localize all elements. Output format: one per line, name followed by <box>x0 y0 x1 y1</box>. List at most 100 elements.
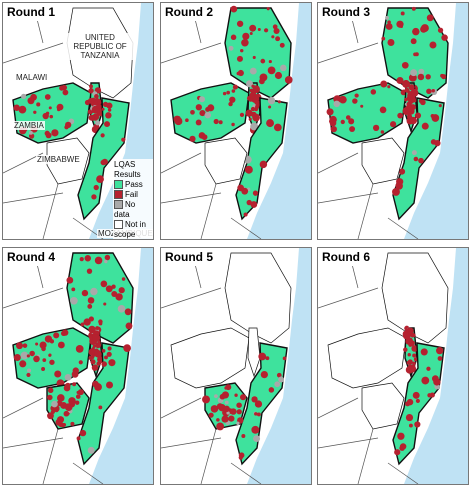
district <box>87 304 93 309</box>
district <box>100 159 107 166</box>
district <box>251 84 255 88</box>
district <box>385 23 393 30</box>
district <box>195 104 202 111</box>
district <box>76 436 81 441</box>
district <box>100 280 108 288</box>
panel-title: Round 1 <box>3 3 59 21</box>
district <box>58 423 63 428</box>
district <box>42 358 47 363</box>
district <box>268 105 272 109</box>
district <box>93 184 99 191</box>
district <box>71 370 79 378</box>
district <box>413 357 418 362</box>
district <box>236 421 240 426</box>
district <box>91 194 97 200</box>
district <box>65 121 72 129</box>
district <box>80 322 85 327</box>
district <box>237 69 244 77</box>
district <box>199 96 206 103</box>
district <box>229 96 236 103</box>
district <box>406 398 414 406</box>
district <box>252 190 259 196</box>
border-line <box>318 42 379 64</box>
district <box>418 68 425 75</box>
district <box>411 6 416 11</box>
district <box>111 284 116 289</box>
district <box>254 400 263 408</box>
district <box>408 84 415 91</box>
district <box>259 160 268 169</box>
district <box>18 105 27 114</box>
district <box>94 94 99 99</box>
district <box>271 35 275 39</box>
district <box>51 129 59 137</box>
district <box>228 101 233 107</box>
district <box>231 89 236 93</box>
district <box>230 408 237 415</box>
district <box>45 132 52 139</box>
panel-title: Round 4 <box>3 248 59 266</box>
district <box>92 344 96 348</box>
district <box>430 113 435 118</box>
district <box>62 329 69 336</box>
border-line <box>3 287 64 309</box>
district <box>117 305 126 313</box>
district <box>251 396 258 403</box>
district <box>392 187 400 196</box>
country <box>392 97 445 221</box>
district <box>70 296 78 305</box>
district <box>250 122 259 131</box>
district <box>53 332 60 339</box>
district <box>202 395 210 404</box>
district <box>90 287 98 296</box>
district <box>95 326 100 331</box>
district <box>92 380 99 388</box>
district <box>421 122 429 130</box>
country <box>361 382 405 430</box>
district <box>412 361 416 366</box>
district <box>354 93 359 98</box>
country <box>66 252 134 344</box>
district <box>234 393 238 397</box>
border-line <box>161 397 202 419</box>
district <box>189 135 196 142</box>
district <box>249 67 257 75</box>
country <box>77 97 130 221</box>
district <box>236 409 242 415</box>
district <box>406 360 411 365</box>
district <box>404 97 408 102</box>
district <box>420 348 428 356</box>
district <box>56 107 61 112</box>
district <box>397 432 405 440</box>
legend-item: No data <box>114 200 152 220</box>
district <box>406 328 411 332</box>
border-line <box>200 428 217 484</box>
district <box>417 73 425 81</box>
district <box>396 76 404 85</box>
map <box>3 248 153 484</box>
district <box>414 421 421 428</box>
legend-swatch <box>114 180 123 190</box>
district <box>279 42 285 48</box>
panel-title: Round 3 <box>318 3 374 21</box>
district <box>237 184 244 192</box>
district <box>16 342 23 350</box>
district <box>27 368 32 373</box>
district <box>415 398 420 404</box>
district <box>124 308 132 316</box>
district <box>413 52 417 57</box>
district <box>431 89 435 93</box>
district <box>397 112 404 119</box>
district <box>210 405 219 413</box>
district <box>253 435 261 443</box>
district <box>232 84 238 90</box>
district <box>409 116 418 125</box>
district <box>190 109 195 115</box>
district <box>26 354 30 358</box>
district <box>246 110 251 115</box>
district <box>216 403 224 410</box>
district <box>218 120 223 125</box>
district <box>420 24 429 33</box>
district <box>267 96 276 105</box>
district <box>360 104 364 108</box>
